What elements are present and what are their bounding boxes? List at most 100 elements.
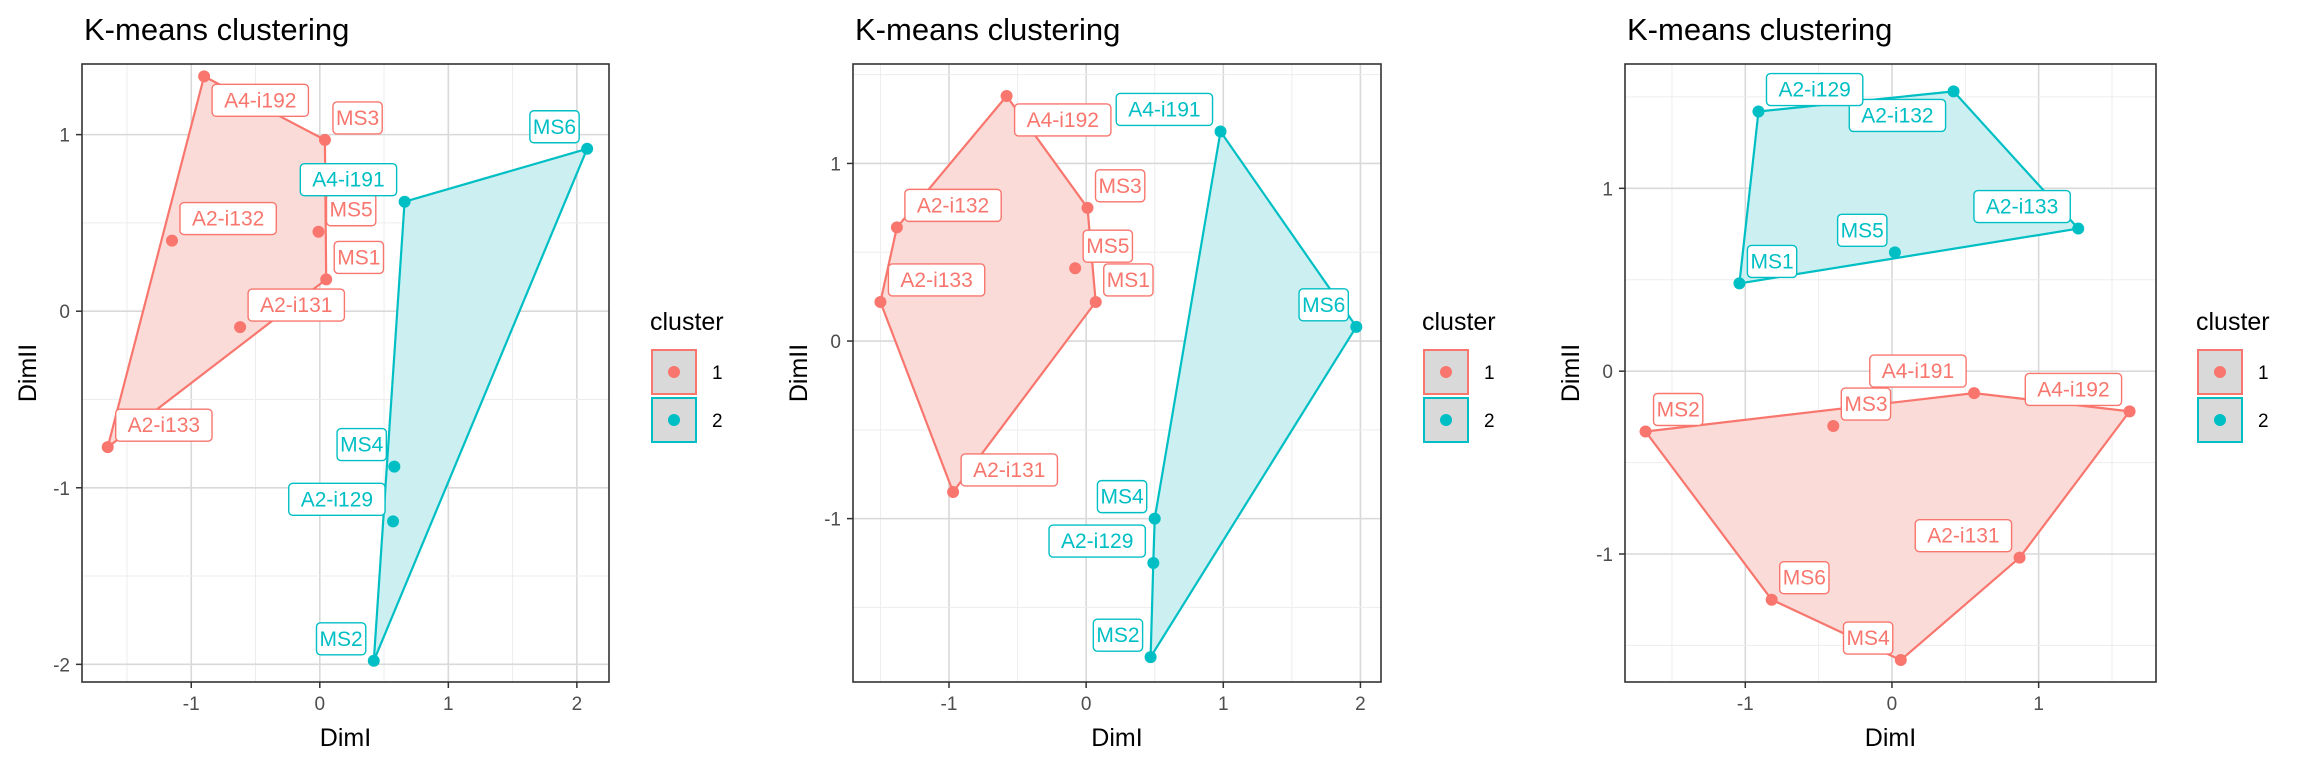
point-label-text: MS4	[1847, 627, 1891, 650]
legend-item-1: 1	[651, 349, 723, 395]
panel-border	[852, 63, 1382, 683]
data-point	[1069, 262, 1082, 275]
point-label: A4-i192	[1013, 103, 1112, 137]
point-label-box	[115, 408, 213, 442]
point-label-box	[1836, 213, 1888, 248]
y-tick-label: 0	[59, 302, 70, 323]
point-label-box	[1914, 518, 2013, 553]
data-point	[1752, 105, 1765, 118]
data-point	[398, 195, 411, 208]
data-point	[234, 321, 247, 334]
x-axis: -1 0 1 2 DimI	[183, 682, 582, 752]
point-label-text: A2-i129	[1061, 530, 1133, 553]
legend-item-2: 2	[651, 397, 723, 443]
point-label: MS2	[1092, 618, 1144, 652]
point-label-text: A2-i133	[1986, 196, 2058, 219]
chart-title: K-means clustering	[1627, 12, 1892, 47]
point-label-box	[1115, 92, 1214, 127]
chart-panel-3: K-means clustering A4-i191 A4-i192 MS3 MS2 A2…	[1557, 12, 2270, 752]
point-label-text: MS2	[320, 628, 363, 651]
point-label-text: MS6	[1783, 567, 1826, 590]
point-label-text: A2-i131	[260, 294, 332, 317]
point-labels: A4-i192 MS3 A2-i132 MS5 A2-i133 MS1 A2-i131 A4-…	[887, 92, 1350, 652]
point-label-box	[1103, 263, 1154, 297]
y-axis: -1 0 1 DimII	[1557, 179, 1625, 566]
point-label-text: MS2	[1657, 399, 1700, 422]
legend-key-dot	[2214, 366, 2226, 378]
point-label: A2-i132	[904, 188, 1002, 223]
point-label-text: MS6	[1302, 294, 1345, 317]
point-label-box	[1778, 561, 1830, 595]
cluster-hulls	[1644, 90, 2131, 662]
point-label-text: A2-i129	[301, 488, 373, 511]
x-tick-label: 1	[1218, 694, 1229, 715]
point-label-box	[1652, 392, 1704, 427]
point-label-text: MS4	[1100, 486, 1144, 509]
data-point	[198, 70, 211, 83]
point-label-box	[1048, 524, 1147, 558]
point-label: A2-i133	[115, 408, 213, 442]
point-label-text: MS3	[1099, 175, 1142, 198]
point-label: MS3	[1094, 169, 1146, 203]
point-label-box	[904, 188, 1002, 223]
data-point	[1144, 651, 1157, 664]
point-label-box	[179, 201, 277, 236]
point-label-box	[1842, 621, 1894, 655]
cluster-hull-2	[1149, 130, 1358, 659]
point-label-box	[332, 101, 383, 135]
data-point	[1947, 85, 1960, 98]
point-label: A4-i191	[1869, 354, 1967, 388]
point-label-text: MS6	[533, 116, 576, 139]
point-label-text: A4-i192	[224, 89, 296, 112]
point-label: MS4	[1096, 479, 1148, 514]
point-label-box	[1765, 72, 1864, 107]
x-tick-label: -1	[941, 694, 958, 715]
legend-item-2: 2	[2197, 397, 2269, 443]
data-point	[1888, 246, 1901, 259]
data-point	[1733, 277, 1746, 290]
point-label: A2-i133	[887, 263, 986, 297]
data-point	[1214, 125, 1227, 138]
y-axis: -1 0 1 DimII	[785, 154, 853, 531]
point-label-text: MS1	[337, 246, 380, 269]
point-label: A4-i192	[211, 83, 310, 118]
point-label-box	[211, 83, 310, 118]
legend-label: 1	[2258, 363, 2269, 384]
legend-item-2: 2	[1423, 397, 1495, 443]
point-label-box	[299, 163, 398, 197]
y-axis-label: DimII	[785, 344, 813, 402]
x-tick-label: 1	[443, 694, 454, 715]
point-label-box	[1840, 387, 1892, 421]
y-tick-label: -2	[53, 655, 70, 676]
x-tick-label: 2	[1355, 694, 1366, 715]
legend-key-dot	[668, 366, 680, 378]
data-point	[1639, 425, 1652, 438]
point-label: A4-i191	[1115, 92, 1214, 127]
point-label: A4-i191	[299, 163, 398, 197]
data-point	[318, 133, 331, 146]
point-label-text: MS1	[1107, 269, 1150, 292]
point-label-box	[247, 288, 346, 322]
point-label: MS1	[1103, 263, 1154, 297]
legend: cluster 1 2	[650, 308, 724, 443]
point-label-text: MS5	[330, 199, 373, 222]
data-point	[1350, 320, 1363, 333]
point-label-text: MS5	[1086, 235, 1129, 258]
point-label: MS2	[1652, 392, 1704, 427]
cluster-hull-2	[372, 147, 589, 662]
data-point	[2123, 405, 2136, 418]
point-label-box	[333, 240, 385, 275]
y-axis-label: DimII	[14, 344, 42, 402]
point-label: A2-i131	[247, 288, 346, 322]
y-tick-label: -1	[53, 479, 70, 500]
point-label-box	[1869, 354, 1967, 388]
x-axis: -1 0 1 DimI	[1737, 682, 2044, 752]
point-label-text: A2-i131	[973, 459, 1045, 482]
x-tick-label: 1	[2033, 694, 2044, 715]
legend-label: 2	[1484, 411, 1495, 432]
point-labels: A4-i191 A4-i192 MS3 MS2 A2-i131 MS6 MS4 A2-i132…	[1652, 72, 2123, 655]
point-label-text: A2-i133	[128, 414, 200, 437]
point-label: MS5	[325, 193, 377, 227]
point-label-text: A4-i192	[2037, 378, 2109, 401]
